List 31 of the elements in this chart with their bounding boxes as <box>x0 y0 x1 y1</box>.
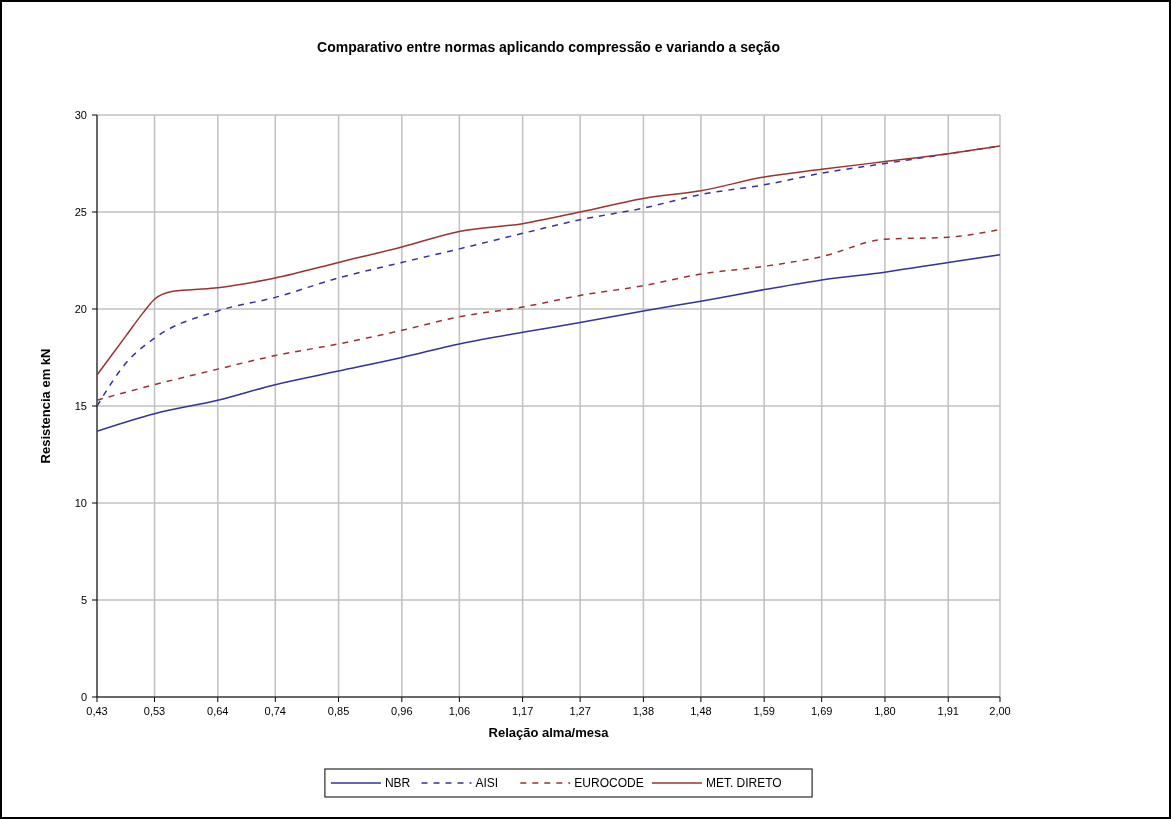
line-series <box>96 253 1001 432</box>
legend-label: NBR <box>384 776 411 791</box>
y-tick-label: 25 <box>74 205 87 218</box>
x-tick-label: 1,48 <box>690 705 712 717</box>
x-tick-label: 2,00 <box>989 705 1011 717</box>
x-tick-label: 0,53 <box>143 705 166 717</box>
y-tick-label: 5 <box>80 593 87 606</box>
x-tick-label: 0,74 <box>264 705 287 717</box>
x-tick-label: 0,43 <box>86 705 108 717</box>
y-tick-label: 15 <box>74 399 87 412</box>
x-tick-label: 1,80 <box>874 705 896 717</box>
x-tick-label: 1,59 <box>753 705 775 717</box>
y-tick-label: 20 <box>74 302 87 315</box>
x-tick-label: 1,06 <box>448 705 471 717</box>
x-tick-label: 0,64 <box>207 705 229 717</box>
legend-label: MET. DIRETO <box>705 776 782 791</box>
y-tick-label: 0 <box>80 690 87 703</box>
x-tick-label: 1,38 <box>632 705 655 717</box>
x-tick-label: 0,96 <box>391 705 413 717</box>
y-axis-title: Resistencia em kN <box>38 348 53 464</box>
x-tick-label: 1,27 <box>569 705 591 717</box>
x-axis-title: Relação alma/mesa <box>488 725 610 740</box>
legend-label: EUROCODE <box>574 776 644 791</box>
y-tick-label: 10 <box>74 496 87 509</box>
x-tick-label: 1,17 <box>511 705 534 717</box>
legend-label: AISI <box>475 776 499 791</box>
x-tick-label: 1,91 <box>937 705 959 717</box>
y-tick-label: 30 <box>74 108 87 121</box>
chart-title: Comparativo entre normas aplicando compressão e variando a seção <box>317 39 780 55</box>
x-tick-label: 0,85 <box>327 705 350 717</box>
x-tick-label: 1,69 <box>810 705 833 717</box>
